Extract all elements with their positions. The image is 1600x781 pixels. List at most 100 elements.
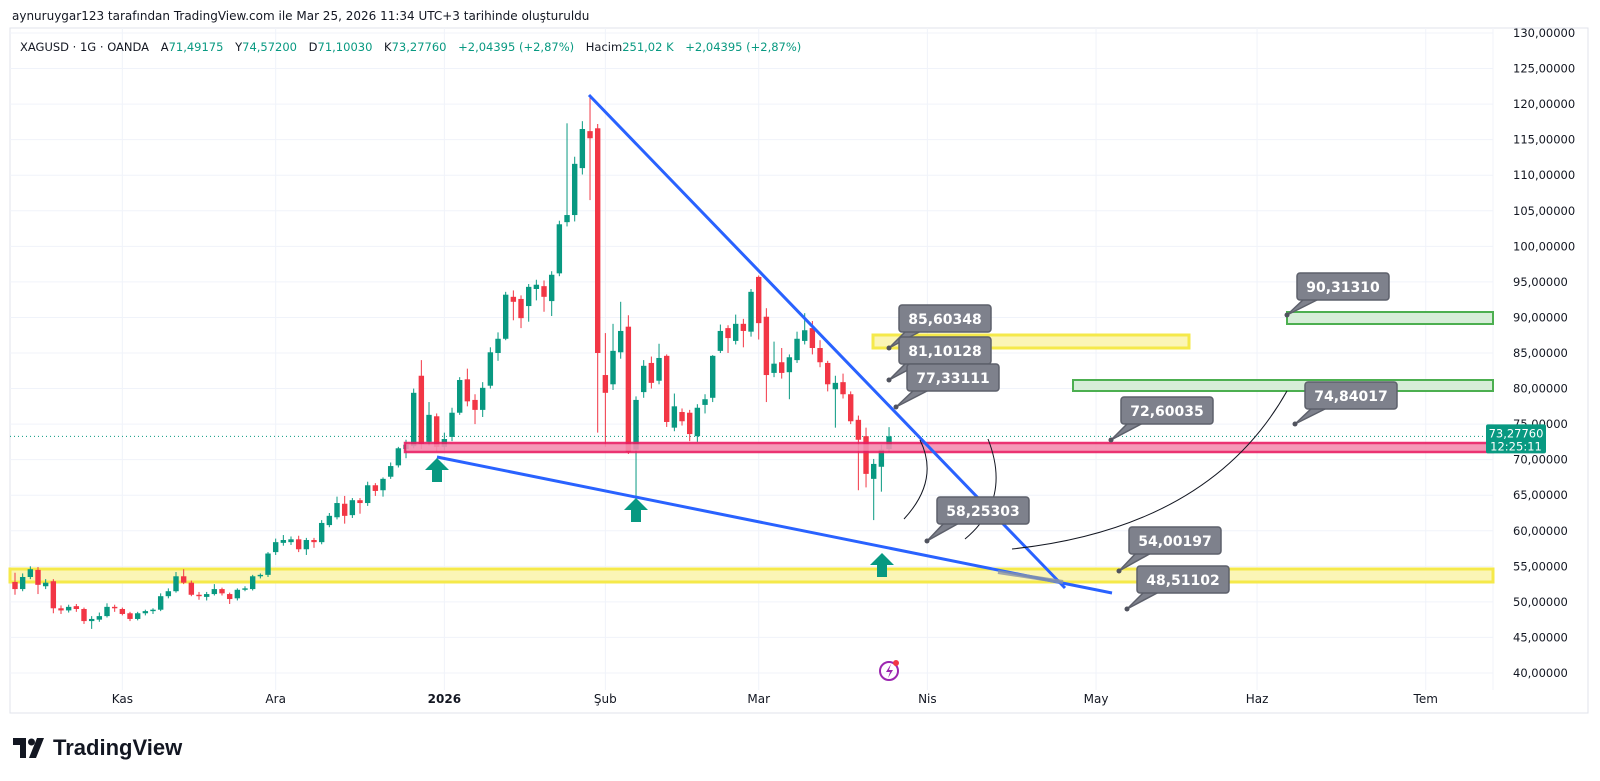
candle-down: [119, 607, 126, 616]
candle-body: [533, 284, 540, 289]
candle-up: [410, 388, 417, 449]
candle-down: [602, 333, 609, 447]
candle-down: [779, 348, 785, 379]
up-arrow-icon: [870, 553, 894, 577]
candle-body: [449, 412, 455, 437]
callout-anchor-dot: [924, 538, 930, 544]
candle-body: [157, 596, 164, 610]
candle-up: [326, 512, 333, 528]
x-tick-label: May: [1084, 692, 1109, 706]
price-axis[interactable]: 130,00000 125,00000 120,00000 115,00000 110,…: [1513, 26, 1575, 680]
callout-price-label: 77,33111: [916, 371, 990, 387]
candle-body: [387, 466, 394, 477]
candle-body: [418, 375, 425, 445]
change-value: +2,04395 (+2,87%): [458, 40, 575, 54]
y-tick-label: 105,00000: [1513, 204, 1575, 218]
callout-price-label: 72,60035: [1130, 404, 1204, 420]
candle-body: [42, 582, 49, 587]
candle-down: [825, 360, 831, 392]
candle-up: [525, 284, 532, 322]
candle-body: [487, 352, 494, 386]
candle-body: [364, 485, 371, 504]
price-callout[interactable]: 54,00197: [1116, 526, 1222, 574]
callout-price-label: 58,25303: [946, 504, 1020, 520]
candle-down: [127, 611, 133, 622]
callout-price-label: 90,31310: [1306, 280, 1380, 296]
candle-body: [288, 539, 294, 543]
candle-up: [871, 458, 877, 521]
candle-down: [219, 587, 225, 596]
candle-body: [848, 394, 854, 422]
candle-up: [640, 360, 647, 398]
y-tick-label: 115,00000: [1513, 133, 1575, 147]
candle-down: [50, 579, 57, 614]
tradingview-logo[interactable]: TradingView: [13, 735, 182, 761]
volume-change-value: +2,04395 (+2,87%): [685, 40, 802, 54]
candle-up: [709, 355, 716, 403]
price-callout[interactable]: 77,33111: [893, 363, 1000, 410]
time-axis[interactable]: Kas Ara 2026 Şub Mar Nis May Haz Tem: [112, 692, 1438, 706]
x-tick-label: Tem: [1413, 692, 1438, 706]
candle-body: [794, 338, 800, 361]
candle-up: [456, 377, 463, 415]
candle-up: [272, 538, 279, 555]
callout-box: [898, 304, 992, 333]
candle-up: [334, 496, 340, 520]
arc-curve-3[interactable]: [1011, 390, 1288, 550]
candle-up: [349, 498, 356, 518]
candle-down: [472, 394, 478, 425]
price-callout[interactable]: 85,60348: [886, 304, 992, 351]
candle-up: [242, 586, 248, 592]
price-callout[interactable]: 74,84017: [1292, 381, 1398, 427]
candle-body: [472, 399, 478, 410]
price-callout[interactable]: 48,51102: [1124, 565, 1230, 612]
support-zone-pink[interactable]: [403, 441, 1495, 454]
candle-up: [364, 481, 371, 506]
support-zone-yellow[interactable]: [8, 567, 1495, 584]
candle-up: [479, 382, 486, 417]
candle-body: [755, 276, 762, 324]
candle-body: [303, 540, 310, 550]
candle-up: [449, 407, 455, 442]
candle-down: [755, 275, 762, 340]
candle-body: [771, 363, 777, 373]
up-arrow-icon: [425, 458, 449, 482]
callout-price-label: 81,10128: [908, 344, 982, 360]
price-callout[interactable]: 72,60035: [1108, 396, 1214, 443]
close-label: K: [384, 40, 392, 54]
x-tick-label: Şub: [594, 692, 617, 706]
callout-box: [1296, 272, 1390, 301]
candle-body: [679, 412, 685, 422]
callout-anchor-dot: [1284, 312, 1290, 318]
arc-curve-1[interactable]: [903, 439, 928, 520]
candle-up: [318, 520, 325, 545]
candle-body: [802, 330, 808, 341]
target-zone-green-90[interactable]: [1286, 311, 1494, 325]
symbol-name[interactable]: XAGUSD · 1G · OANDA: [20, 40, 150, 54]
candle-body: [663, 355, 670, 422]
lightning-icon[interactable]: [879, 660, 899, 681]
candle-up: [211, 584, 218, 596]
candle-down: [740, 318, 747, 348]
candle-down: [341, 495, 348, 524]
y-tick-label: 110,00000: [1513, 168, 1575, 182]
candle-body: [196, 594, 202, 597]
callout-price-label: 85,60348: [908, 312, 982, 328]
candle-body: [357, 500, 363, 504]
candle-body: [119, 608, 126, 614]
candle-body: [65, 606, 72, 611]
candle-up: [257, 573, 264, 579]
candle-body: [556, 224, 563, 274]
price-callout[interactable]: 90,31310: [1284, 272, 1390, 318]
candle-up: [702, 394, 708, 414]
price-callout[interactable]: 58,25303: [924, 496, 1030, 544]
x-tick-label: Ara: [265, 692, 286, 706]
x-tick-label: Haz: [1246, 692, 1269, 706]
target-zone-green-80[interactable]: [1072, 379, 1494, 392]
candle-body: [380, 478, 386, 491]
candle-down: [12, 572, 18, 595]
candle-down: [863, 427, 869, 488]
candle-body: [518, 298, 524, 319]
arc-curve-2[interactable]: [964, 438, 997, 540]
